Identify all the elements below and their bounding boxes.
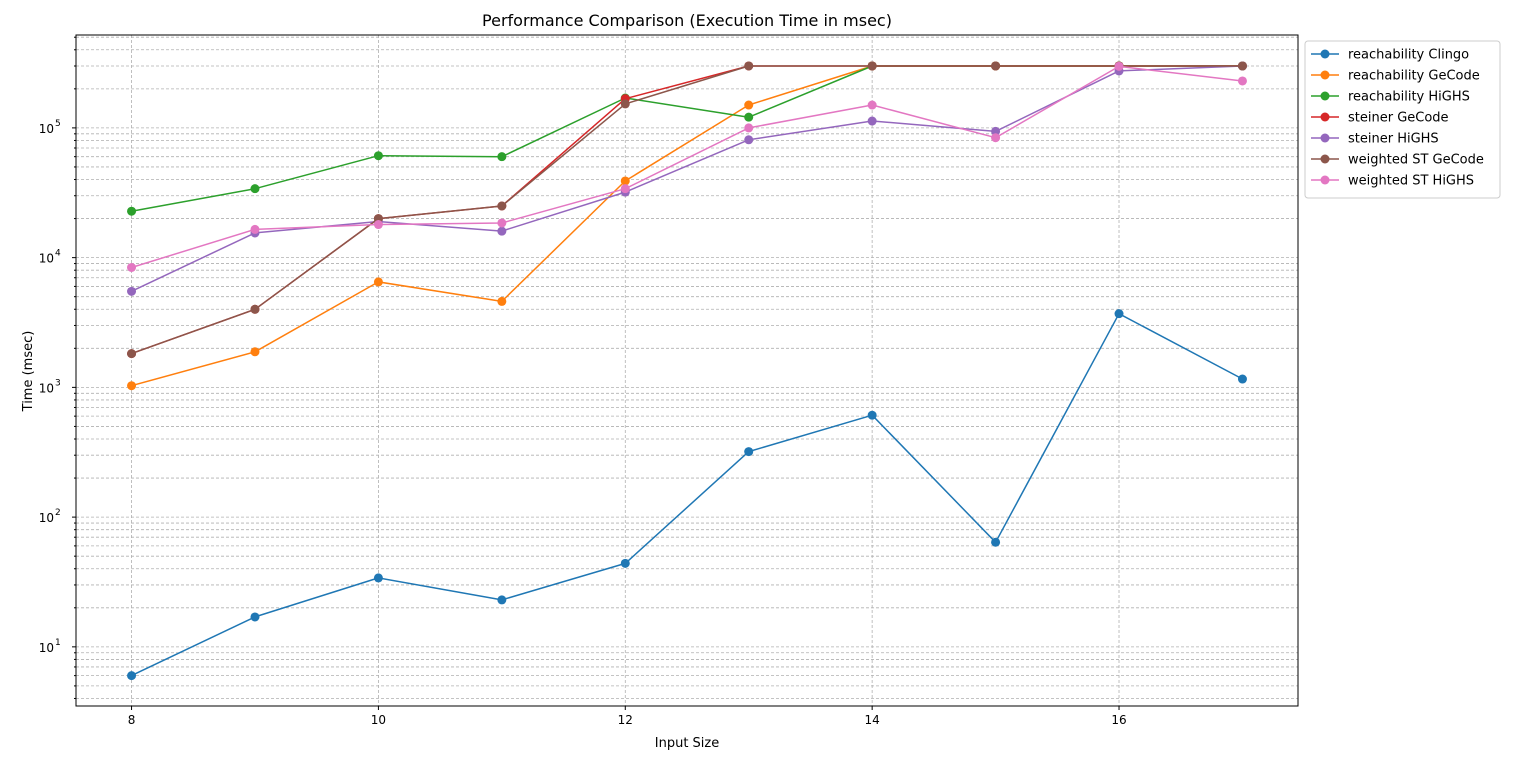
plot-frame bbox=[75, 34, 1299, 707]
y-axis-label: Time (msec) bbox=[21, 331, 36, 413]
legend-item: weighted ST HiGHS bbox=[1311, 174, 1474, 189]
y-tick-label: 10 bbox=[39, 641, 54, 655]
data-point bbox=[373, 151, 383, 161]
data-point bbox=[991, 537, 1001, 547]
legend-item: steiner GeCode bbox=[1311, 111, 1449, 126]
data-point bbox=[1237, 374, 1247, 384]
y-tick-label-exponent: 4 bbox=[55, 249, 61, 259]
data-point bbox=[991, 133, 1001, 143]
x-tick-label: 8 bbox=[128, 713, 136, 727]
series-line bbox=[131, 312, 1243, 677]
data-point bbox=[127, 286, 137, 296]
x-tick-label: 10 bbox=[371, 713, 386, 727]
data-point bbox=[250, 612, 260, 622]
data-point bbox=[1114, 61, 1124, 71]
data-point bbox=[744, 100, 754, 110]
data-point bbox=[373, 220, 383, 230]
y-tick-label-exponent: 3 bbox=[55, 378, 61, 388]
data-point bbox=[1114, 309, 1124, 319]
data-point bbox=[250, 184, 260, 194]
legend-marker bbox=[1320, 49, 1330, 59]
data-point bbox=[497, 296, 507, 306]
y-tick-label: 10 bbox=[39, 122, 54, 136]
data-point bbox=[127, 381, 137, 391]
data-point bbox=[620, 558, 630, 568]
series-weighted-st-gecode bbox=[127, 61, 1247, 359]
data-point bbox=[497, 218, 507, 228]
legend-marker bbox=[1320, 91, 1330, 101]
data-point bbox=[127, 206, 137, 216]
data-point bbox=[373, 573, 383, 583]
data-point bbox=[250, 347, 260, 357]
data-point bbox=[991, 126, 1001, 136]
legend-item: weighted ST GeCode bbox=[1311, 153, 1484, 168]
data-point bbox=[250, 304, 260, 314]
x-tick-label: 16 bbox=[1111, 713, 1126, 727]
series-layer bbox=[127, 61, 1247, 681]
series-line bbox=[131, 65, 1243, 269]
legend-item: reachability HiGHS bbox=[1311, 90, 1470, 105]
legend-label: reachability HiGHS bbox=[1348, 90, 1470, 105]
data-point bbox=[620, 184, 630, 194]
x-tick-label: 14 bbox=[865, 713, 880, 727]
data-point bbox=[127, 262, 137, 272]
data-point bbox=[127, 671, 137, 681]
data-point bbox=[867, 410, 877, 420]
data-point bbox=[867, 100, 877, 110]
legend-label: reachability Clingo bbox=[1348, 48, 1469, 63]
legend-marker bbox=[1320, 70, 1330, 80]
data-point bbox=[1237, 61, 1247, 71]
legend-label: steiner GeCode bbox=[1348, 111, 1449, 126]
x-tick-label: 12 bbox=[618, 713, 633, 727]
legend-marker bbox=[1320, 175, 1330, 185]
data-point bbox=[620, 99, 630, 109]
y-tick-label: 10 bbox=[39, 252, 54, 266]
data-point bbox=[744, 135, 754, 145]
series-line bbox=[131, 65, 1243, 355]
legend-marker bbox=[1320, 154, 1330, 164]
y-tick-label-exponent: 1 bbox=[55, 638, 61, 648]
data-point bbox=[744, 61, 754, 71]
data-point bbox=[497, 226, 507, 236]
data-point bbox=[867, 61, 877, 71]
data-point bbox=[867, 116, 877, 126]
data-point bbox=[497, 595, 507, 605]
data-point bbox=[620, 176, 630, 186]
series-weighted-st-highs bbox=[127, 61, 1247, 272]
legend-label: steiner HiGHS bbox=[1348, 132, 1439, 147]
data-point bbox=[744, 123, 754, 133]
y-tick-label: 10 bbox=[39, 511, 54, 525]
series-reachability-clingo bbox=[127, 309, 1247, 681]
grid-layer bbox=[76, 35, 1298, 706]
legend-marker bbox=[1320, 112, 1330, 122]
y-tick-label: 10 bbox=[39, 381, 54, 395]
legend-item: steiner HiGHS bbox=[1311, 132, 1439, 147]
legend-label: reachability GeCode bbox=[1348, 69, 1480, 84]
data-point bbox=[373, 277, 383, 287]
legend-box bbox=[1304, 40, 1501, 199]
x-axis-label: Input Size bbox=[655, 736, 719, 751]
chart-title: Performance Comparison (Execution Time i… bbox=[482, 11, 892, 30]
legend-marker bbox=[1320, 133, 1330, 143]
legend-item: reachability GeCode bbox=[1311, 69, 1480, 84]
data-point bbox=[1237, 76, 1247, 86]
data-point bbox=[497, 152, 507, 162]
data-point bbox=[744, 447, 754, 457]
data-point bbox=[744, 112, 754, 122]
legend-item: reachability Clingo bbox=[1311, 48, 1469, 63]
y-tick-label-exponent: 5 bbox=[55, 119, 61, 129]
data-point bbox=[127, 349, 137, 359]
legend-label: weighted ST GeCode bbox=[1348, 153, 1484, 168]
legend-label: weighted ST HiGHS bbox=[1348, 174, 1474, 189]
y-tick-label-exponent: 2 bbox=[55, 508, 61, 518]
legend: reachability Clingo reachability GeCode re… bbox=[1304, 40, 1501, 199]
data-point bbox=[250, 224, 260, 234]
data-point bbox=[497, 201, 507, 211]
data-point bbox=[991, 61, 1001, 71]
